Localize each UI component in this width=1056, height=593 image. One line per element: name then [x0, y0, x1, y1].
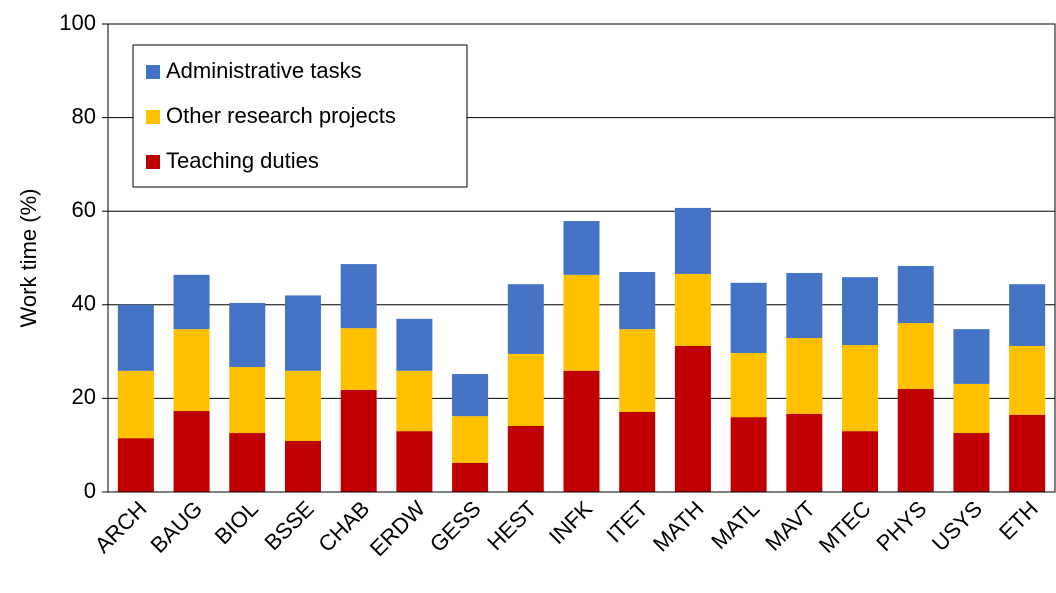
legend: Administrative tasks Other research proje…	[132, 44, 468, 188]
bar-segment	[229, 367, 266, 434]
y-tick-label: 80	[72, 103, 96, 128]
bar-segment	[117, 370, 154, 439]
x-tick-label: ERDW	[365, 496, 430, 561]
plot-frame	[107, 23, 1056, 493]
bar-segment	[953, 383, 990, 434]
bar-segment	[786, 272, 823, 339]
bar-segment	[674, 207, 711, 274]
bar-segment	[842, 277, 879, 346]
legend-box	[132, 44, 468, 188]
bar-segment	[897, 323, 934, 390]
bar-segment	[730, 353, 767, 418]
bar-segment	[674, 345, 711, 492]
legend-swatch	[146, 155, 160, 169]
y-tick-label: 20	[72, 384, 96, 409]
bar-segment	[396, 370, 433, 432]
bar-segment	[173, 274, 210, 330]
bar-segment	[117, 304, 154, 371]
x-tick-label: BSSE	[259, 496, 318, 555]
bar-segment	[842, 345, 879, 432]
x-tick-label: BIOL	[210, 496, 263, 549]
bar-segment	[173, 411, 210, 492]
bar-segment	[340, 328, 377, 390]
x-tick-label: ETH	[994, 496, 1043, 545]
bar-segment	[619, 411, 656, 492]
bar-segment	[396, 318, 433, 371]
x-tick-label: INFK	[544, 496, 597, 549]
bar-segment	[284, 295, 321, 371]
legend-label: Other research projects	[166, 103, 396, 128]
bar-segment	[1009, 414, 1046, 492]
y-tick-label: 0	[84, 478, 96, 503]
bar-segment	[1009, 345, 1046, 415]
legend-label: Teaching duties	[166, 148, 319, 173]
x-tick-label: MATH	[648, 496, 709, 557]
bar-segment	[730, 282, 767, 354]
x-tick-label: HEST	[482, 496, 541, 555]
bar-segment	[563, 370, 600, 492]
x-tick-label: MATL	[706, 496, 764, 554]
x-tick-label: ITET	[601, 496, 652, 547]
bar-segment	[452, 416, 489, 463]
bar-segment	[897, 389, 934, 492]
legend-label: Administrative tasks	[166, 58, 362, 83]
bar-segment	[507, 284, 544, 354]
bar-segment	[1009, 284, 1046, 346]
bar-segment	[563, 274, 600, 371]
x-tick-label: ARCH	[90, 496, 152, 558]
bar-segment	[284, 370, 321, 441]
x-tick-label: BAUG	[145, 496, 207, 558]
bar-segment	[619, 272, 656, 330]
bar-segment	[730, 417, 767, 492]
x-tick-label: MAVT	[760, 496, 820, 556]
bar-segment	[786, 413, 823, 492]
bar-segment	[674, 273, 711, 346]
y-axis-label: Work time (%)	[16, 189, 41, 328]
bar-segment	[229, 302, 266, 368]
bar-segment	[452, 374, 489, 417]
bar-segment	[396, 431, 433, 492]
bar-segment	[452, 462, 489, 492]
bar-segment	[507, 353, 544, 427]
x-tick-label: CHAB	[313, 496, 374, 557]
bar-segment	[340, 264, 377, 329]
bar-segment	[953, 329, 990, 384]
bar-segment	[563, 221, 600, 275]
bar-segment	[340, 389, 377, 492]
x-tick-label: PHYS	[871, 496, 931, 556]
x-tick-label: GESS	[425, 496, 486, 557]
x-tick-label: USYS	[927, 496, 987, 556]
y-tick-label: 40	[72, 291, 96, 316]
bar-segment	[229, 433, 266, 492]
x-tick-label: MTEC	[814, 496, 876, 558]
bar-segment	[619, 329, 656, 412]
y-tick-label: 60	[72, 197, 96, 222]
bar-segment	[897, 265, 934, 324]
y-tick-label: 100	[59, 10, 96, 35]
legend-swatch	[146, 65, 160, 79]
bar-segment	[786, 338, 823, 414]
bar-segment	[284, 440, 321, 492]
bar-segment	[953, 433, 990, 492]
bar-segment	[507, 426, 544, 492]
bar-segment	[117, 438, 154, 492]
bar-segment	[173, 329, 210, 412]
bar-segment	[842, 431, 879, 492]
legend-swatch	[146, 110, 160, 124]
